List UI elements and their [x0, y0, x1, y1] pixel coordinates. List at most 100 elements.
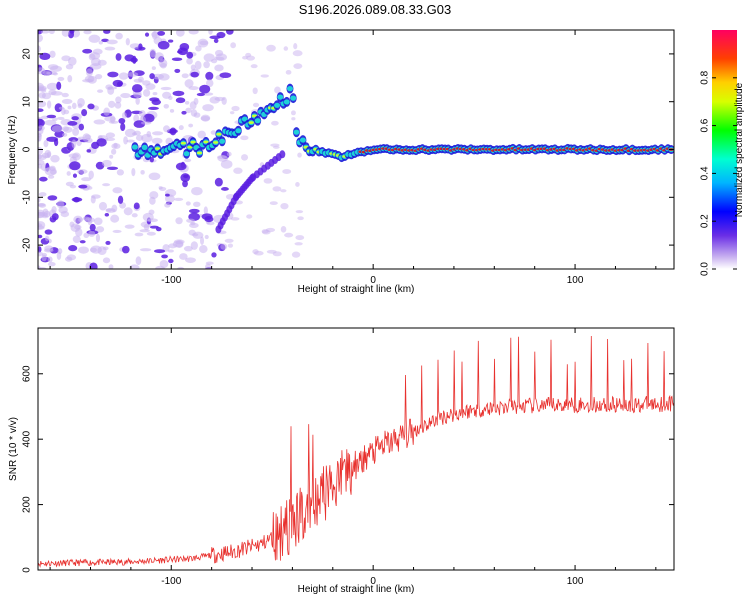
spectrogram-noise-blob: [78, 184, 88, 189]
snr-frame: [37, 327, 675, 571]
spectrogram-noise-blob: [190, 64, 196, 71]
spectrogram-noise-blob: [115, 53, 122, 61]
colorbar-tick-label: 0.8: [700, 70, 711, 84]
spectrogram-noise-blob: [105, 84, 113, 90]
spectrogram-noise-blob: [181, 110, 187, 115]
spectrogram-noise-blob: [67, 120, 78, 126]
spectrogram-noise-blob: [184, 158, 192, 163]
spectrogram-noise-blob: [157, 30, 166, 36]
spectrogram-noise-blob: [272, 186, 282, 192]
spectrogram-noise-blob: [93, 217, 103, 226]
spectrogram-noise-blob: [266, 249, 277, 254]
spectrogram-noise-blob: [135, 97, 140, 105]
spectrogram-noise-blob: [145, 83, 156, 90]
spectrogram-noise-blob: [117, 195, 124, 204]
spectrogram-noise-blob: [126, 139, 135, 143]
spectrogram-noise-blob: [105, 240, 111, 245]
spectrogram-noise-blob: [285, 69, 292, 75]
spectrogram-noise-blob: [71, 116, 79, 121]
spectrogram-noise-blob: [38, 223, 43, 228]
spectrogram-noise-blob: [175, 30, 185, 37]
spectrogram-noise-blob: [143, 89, 151, 97]
spectrogram-noise-blob: [109, 154, 114, 159]
spectrogram-noise-blob: [269, 201, 278, 206]
spectrogram-noise-blob: [217, 155, 229, 162]
snr-y-tick-label: 400: [22, 430, 33, 447]
spectrogram-noise-blob: [199, 245, 208, 254]
spectrogram-noise-blob: [77, 97, 85, 107]
spectrogram-noise-blob: [226, 30, 234, 35]
spectrogram-noise-blob: [159, 62, 167, 69]
spectrogram-noise-blob: [93, 119, 106, 125]
spectrogram-noise-blob: [165, 193, 170, 197]
colorbar-gradient: [712, 30, 737, 269]
spectrogram-noise-blob: [133, 130, 141, 136]
spectrogram-noise-blob: [72, 173, 78, 178]
spectrogram-noise-blob: [112, 187, 123, 194]
spectrogram-noise-blob: [221, 96, 227, 105]
spectrogram-noise-blob: [220, 159, 233, 169]
spectrogram-noise-blob: [200, 236, 205, 245]
spectrogram-noise-blob: [102, 246, 109, 251]
spectrogram-y-label: Frequency (Hz): [7, 116, 18, 185]
spectrogram-noise-blob: [38, 67, 46, 75]
spectrogram-noise-blob: [139, 248, 152, 252]
spectrogram-noise-blob: [66, 171, 71, 176]
spectrogram-noise-blob: [86, 186, 93, 190]
spectrogram-noise-blob: [61, 92, 69, 98]
spectrogram-noise-blob: [211, 252, 217, 258]
spectrogram-noise-blob: [196, 92, 205, 97]
spectrogram-noise-blob: [194, 60, 202, 70]
spectrogram-noise-blob: [203, 206, 208, 215]
spectrogram-noise-blob: [284, 232, 294, 238]
spectrogram-noise-blob: [200, 114, 211, 122]
spectrogram-noise-blob: [184, 79, 194, 88]
spectrogram-noise-blob: [98, 40, 104, 45]
spectrogram-noise-blob: [163, 103, 170, 109]
spectrogram-noise-blob: [149, 73, 155, 80]
snr-axes: -100 0 100 0 200 400 600: [22, 328, 674, 587]
spectrogram-noise-blob: [48, 174, 55, 179]
spectrogram-noise-blob: [210, 59, 218, 64]
spectrogram-noise-blob: [177, 266, 185, 269]
spectrogram-noise-blob: [46, 100, 52, 109]
spectrogram-noise-blob: [204, 216, 214, 223]
spectrogram-noise-blob: [189, 222, 199, 229]
spectrogram-noise-blob: [97, 89, 104, 93]
spectrogram-noise-blob: [185, 107, 192, 114]
spectrogram-noise-blob: [43, 139, 49, 148]
spectrogram-noise-blob: [146, 131, 152, 138]
spectrogram-noise-blob: [49, 50, 56, 58]
spectrogram-noise-blob: [213, 56, 225, 61]
spectrogram-noise-blob: [39, 176, 48, 182]
spectrogram-noise-blob: [57, 76, 65, 81]
spectrogram-noise-blob: [138, 43, 143, 50]
spectrogram-noise-blob: [115, 96, 122, 104]
snr-plot-area: [38, 328, 674, 570]
spectrogram-noise-blob: [151, 131, 164, 136]
spectrogram-noise-blob: [58, 106, 65, 110]
spectrogram-noise-blob: [231, 105, 240, 112]
spectrogram-noise-blob: [163, 125, 170, 133]
spectrogram-noise-blob: [86, 68, 93, 77]
spectrogram-noise-blob: [219, 72, 232, 79]
spectrogram-noise-blob: [115, 32, 123, 40]
spectrogram-noise-blob: [57, 116, 65, 120]
snr-y-tick-label: 0: [22, 567, 33, 573]
spectrogram-noise-blob: [199, 40, 209, 46]
spectrogram-noise-blob: [155, 226, 162, 232]
spectrogram-noise-blob: [38, 196, 41, 203]
spectrogram-noise-blob: [162, 244, 170, 252]
spectrogram-noise-blob: [295, 182, 300, 187]
spectrogram-noise-blob: [140, 169, 145, 175]
spectrogram-noise-blob: [61, 30, 70, 37]
spectrogram-noise-blob: [272, 145, 280, 149]
spectrogram-noise-blob: [167, 39, 174, 43]
spectrogram-y-tick-label: -10: [22, 190, 33, 205]
spectrogram-noise-blob: [107, 71, 119, 78]
spectrogram-noise-blob: [111, 148, 117, 155]
spectrogram-x-tick-label: -100: [161, 275, 181, 286]
spectrogram-noise-blob: [159, 259, 169, 269]
spectrogram-noise-blob: [89, 262, 98, 269]
spectrogram-noise-blob: [54, 103, 63, 113]
